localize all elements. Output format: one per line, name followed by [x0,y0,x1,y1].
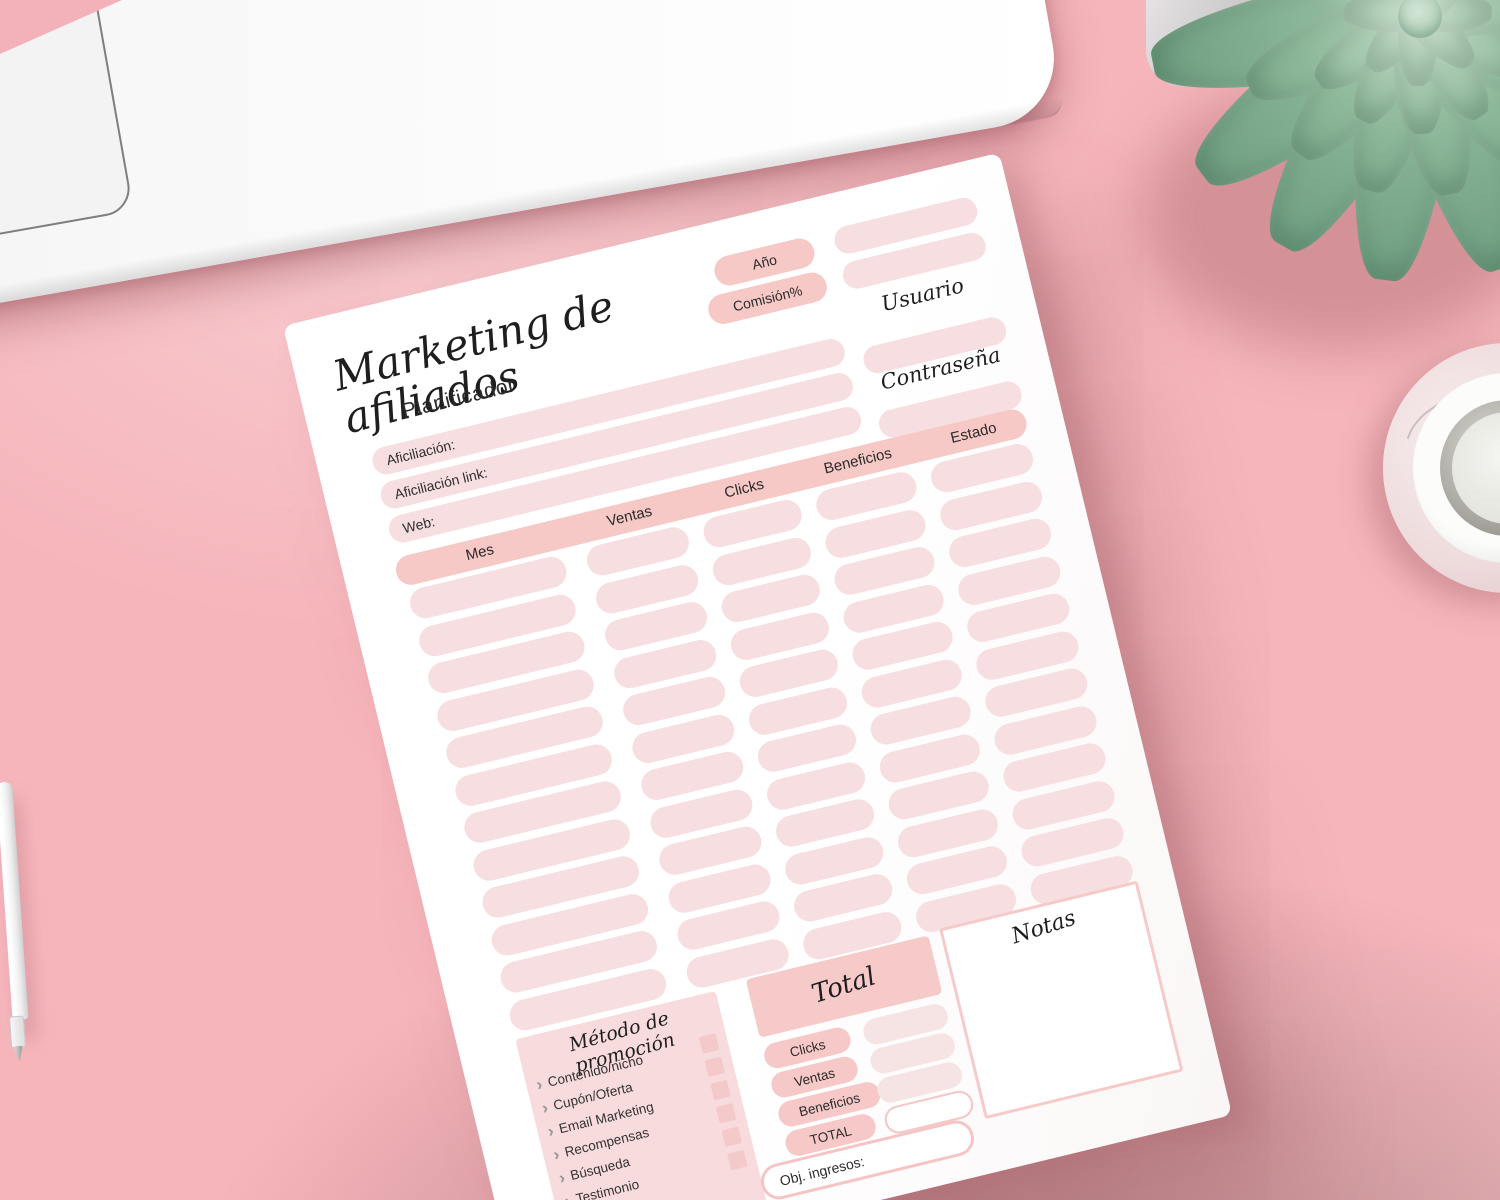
pen-grip [8,1015,27,1049]
checkbox [726,1149,748,1170]
checkbox [698,1032,720,1054]
pen-tip [13,1046,23,1063]
checkbox [721,1125,742,1147]
chevron-icon: › [539,1097,550,1118]
column-header-ventas: Ventas [605,502,654,531]
chevron-icon: › [534,1074,545,1094]
chevron-icon: › [556,1167,567,1188]
checkbox [710,1079,731,1100]
column-header-mes: Mes [464,540,496,565]
succulent-center [1398,0,1442,38]
chevron-icon: › [551,1144,562,1164]
checkbox [715,1102,737,1124]
chevron-icon: › [545,1120,556,1141]
column-header-clicks: Clicks [722,475,766,502]
chevron-icon: › [562,1191,572,1200]
planner-page: Marketing de afiliados Planificador Año … [283,152,1233,1200]
checkbox [704,1055,725,1077]
